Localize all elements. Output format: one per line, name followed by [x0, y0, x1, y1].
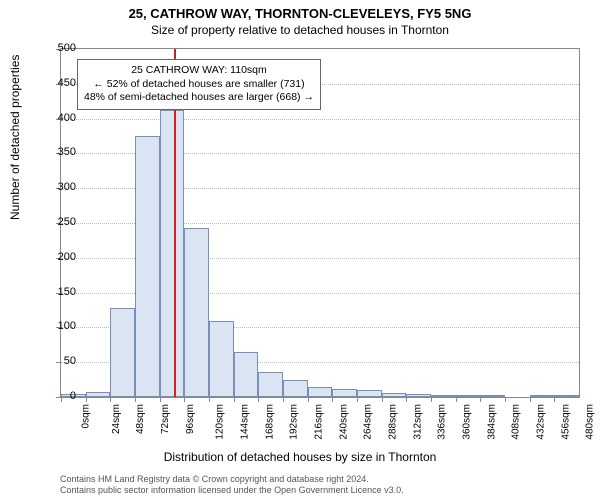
y-tick-label: 100 — [40, 320, 76, 332]
x-tick-mark — [505, 397, 506, 402]
x-tick-mark — [382, 397, 383, 402]
x-tick-label: 360sqm — [462, 404, 473, 440]
histogram-bar — [530, 395, 555, 397]
footer-line1: Contains HM Land Registry data © Crown c… — [60, 474, 404, 485]
x-tick-label: 336sqm — [437, 404, 448, 440]
histogram-bar — [357, 390, 382, 397]
y-tick-label: 250 — [40, 216, 76, 228]
y-tick-label: 50 — [40, 355, 76, 367]
histogram-bar — [406, 394, 431, 397]
histogram-bar — [554, 395, 579, 397]
x-tick-mark — [86, 397, 87, 402]
x-tick-label: 24sqm — [111, 404, 122, 434]
histogram-bar — [382, 393, 407, 397]
x-tick-label: 384sqm — [486, 404, 497, 440]
x-tick-label: 144sqm — [240, 404, 251, 440]
x-tick-label: 312sqm — [412, 404, 423, 440]
y-tick-label: 350 — [40, 146, 76, 158]
y-tick-label: 500 — [40, 42, 76, 54]
histogram-bar — [234, 352, 259, 397]
histogram-bar — [209, 321, 234, 397]
x-tick-mark — [431, 397, 432, 402]
x-tick-label: 96sqm — [185, 404, 196, 434]
x-tick-label: 264sqm — [363, 404, 374, 440]
x-tick-mark — [332, 397, 333, 402]
x-tick-label: 192sqm — [289, 404, 300, 440]
x-tick-label: 72sqm — [160, 404, 171, 434]
histogram-bar — [431, 395, 456, 397]
x-tick-label: 456sqm — [560, 404, 571, 440]
x-tick-mark — [160, 397, 161, 402]
histogram-bar — [135, 136, 160, 397]
footer-attribution: Contains HM Land Registry data © Crown c… — [60, 474, 404, 496]
x-tick-mark — [456, 397, 457, 402]
chart-container: 25, CATHROW WAY, THORNTON-CLEVELEYS, FY5… — [0, 0, 600, 500]
x-tick-mark — [480, 397, 481, 402]
x-axis-label: Distribution of detached houses by size … — [0, 450, 600, 464]
x-tick-mark — [530, 397, 531, 402]
annotation-line3: 48% of semi-detached houses are larger (… — [84, 91, 314, 105]
y-tick-label: 200 — [40, 251, 76, 263]
x-tick-label: 48sqm — [135, 404, 146, 434]
histogram-bar — [86, 392, 111, 397]
chart-title-sub: Size of property relative to detached ho… — [0, 21, 600, 37]
x-tick-label: 120sqm — [215, 404, 226, 440]
x-tick-mark — [406, 397, 407, 402]
x-tick-mark — [258, 397, 259, 402]
grid-line — [61, 119, 579, 120]
x-tick-mark — [209, 397, 210, 402]
x-tick-mark — [554, 397, 555, 402]
annotation-line2: ← 52% of detached houses are smaller (73… — [84, 78, 314, 92]
histogram-bar — [480, 395, 505, 397]
x-tick-label: 408sqm — [511, 404, 522, 440]
histogram-bar — [283, 380, 308, 397]
x-tick-mark — [357, 397, 358, 402]
chart-title-main: 25, CATHROW WAY, THORNTON-CLEVELEYS, FY5… — [0, 0, 600, 21]
y-axis-label: Number of detached properties — [8, 55, 22, 220]
annotation-line1: 25 CATHROW WAY: 110sqm — [84, 64, 314, 78]
x-tick-mark — [283, 397, 284, 402]
histogram-bar — [110, 308, 135, 397]
x-tick-label: 480sqm — [585, 404, 596, 440]
histogram-bar — [308, 387, 333, 397]
y-tick-label: 300 — [40, 181, 76, 193]
x-tick-mark — [110, 397, 111, 402]
chart-plot-area: 25 CATHROW WAY: 110sqm ← 52% of detached… — [60, 48, 580, 398]
x-tick-label: 0sqm — [80, 404, 91, 428]
x-tick-label: 168sqm — [264, 404, 275, 440]
footer-line2: Contains public sector information licen… — [60, 485, 404, 496]
y-tick-label: 400 — [40, 112, 76, 124]
histogram-bar — [184, 228, 209, 397]
histogram-bar — [160, 110, 185, 397]
x-tick-mark — [234, 397, 235, 402]
x-tick-label: 432sqm — [536, 404, 547, 440]
histogram-bar — [258, 372, 283, 397]
histogram-bar — [456, 395, 481, 397]
y-tick-label: 150 — [40, 286, 76, 298]
y-tick-label: 450 — [40, 77, 76, 89]
x-tick-mark — [184, 397, 185, 402]
y-tick-label: 0 — [40, 390, 76, 402]
x-tick-label: 216sqm — [314, 404, 325, 440]
histogram-bar — [332, 389, 357, 397]
x-tick-mark — [135, 397, 136, 402]
x-tick-mark — [308, 397, 309, 402]
x-tick-label: 240sqm — [338, 404, 349, 440]
x-tick-label: 288sqm — [388, 404, 399, 440]
annotation-box: 25 CATHROW WAY: 110sqm ← 52% of detached… — [77, 59, 321, 110]
